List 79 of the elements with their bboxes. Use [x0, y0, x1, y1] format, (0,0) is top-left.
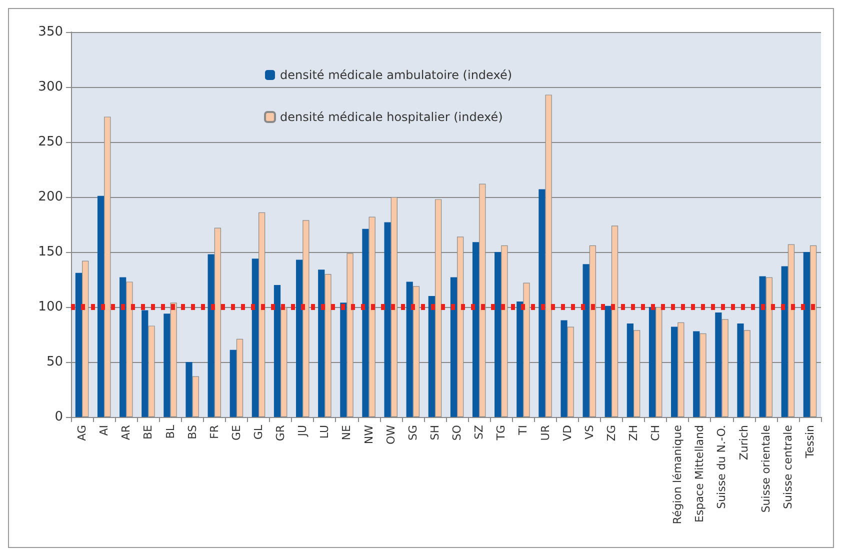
- x-tick-label: JU: [296, 425, 310, 438]
- bar: [75, 272, 82, 417]
- x-tick-label: AR: [120, 424, 133, 440]
- bar: [472, 242, 480, 417]
- bar: [715, 312, 722, 417]
- bar: [208, 254, 214, 417]
- x-tick-label: Espace Mittelland: [693, 425, 706, 522]
- bar: [626, 324, 634, 417]
- y-tick-label: 350: [38, 24, 63, 40]
- x-tick-label: UR: [538, 424, 552, 441]
- bar: [538, 189, 546, 417]
- bar: [97, 196, 104, 417]
- y-tick-label: 300: [38, 80, 63, 94]
- x-tick-label: ZG: [604, 425, 618, 442]
- bar: [693, 331, 700, 417]
- bar: [560, 320, 568, 417]
- bar: [142, 310, 148, 417]
- x-tick-label: Suisse orientale: [759, 424, 772, 513]
- bar: [340, 302, 347, 417]
- bar: [186, 362, 192, 417]
- bar: [494, 252, 502, 417]
- bar: [362, 228, 369, 417]
- bar: [274, 285, 281, 417]
- x-tick-label: TI: [516, 425, 530, 436]
- x-tick-label: AI: [98, 425, 111, 436]
- x-tick-label: SZ: [472, 424, 486, 440]
- y-tick-label: 250: [38, 134, 63, 150]
- bar: [781, 266, 788, 417]
- bar: [406, 282, 413, 417]
- bar: [671, 326, 678, 417]
- bar: [803, 252, 810, 417]
- x-tick-label: GE: [230, 424, 243, 440]
- x-tick-label: OW: [384, 424, 398, 445]
- y-tick-label: 0: [54, 410, 63, 424]
- x-tick-label: GL: [252, 424, 265, 440]
- bar: [450, 277, 458, 417]
- bar: [252, 258, 258, 417]
- bar: [604, 306, 612, 417]
- x-tick-label: NW: [362, 424, 376, 444]
- x-tick-label: BL: [164, 424, 177, 439]
- bar: [648, 307, 656, 417]
- legend-label: densité médicale hospitalier (indexé): [280, 110, 503, 124]
- x-tick-label: SO: [450, 424, 464, 441]
- x-tick-label: Zurich: [737, 424, 750, 460]
- x-tick-label: GR: [274, 424, 288, 442]
- bar: [318, 270, 325, 417]
- x-tick-label: Tessin: [803, 424, 816, 460]
- bar: [582, 264, 590, 417]
- x-tick-label: NE: [340, 424, 354, 440]
- bar: [230, 350, 236, 417]
- bar: [428, 296, 435, 417]
- x-tick-label: BS: [186, 424, 199, 440]
- bar: [384, 222, 391, 417]
- y-tick-label: 100: [38, 300, 63, 314]
- y-tick-label: 50: [46, 354, 63, 370]
- x-tick-label: TG: [494, 425, 508, 442]
- y-tick-label: 200: [38, 190, 63, 204]
- x-tick-label: CH: [649, 425, 662, 441]
- x-tick-label: AG: [76, 425, 89, 441]
- legend-label: densité médicale ambulatoire (indexé): [280, 68, 512, 82]
- x-tick-label: FR: [208, 424, 221, 439]
- bar: [120, 277, 126, 417]
- x-tick-label: SH: [428, 425, 442, 440]
- x-tick-label: SG: [406, 425, 420, 441]
- bar: [296, 260, 303, 417]
- bar: [759, 276, 766, 417]
- bar: [192, 376, 199, 417]
- y-tick-label: 150: [38, 244, 63, 260]
- bar: [164, 314, 170, 417]
- x-tick-label: Suisse du N.-O.: [715, 425, 728, 509]
- x-tick-label: BE: [142, 424, 155, 440]
- x-tick-label: ZH: [627, 425, 640, 441]
- x-tick-label: Région lémanique: [671, 424, 684, 524]
- x-tick-label: VS: [582, 424, 596, 440]
- bar: [737, 324, 744, 417]
- x-tick-label: LU: [318, 425, 332, 439]
- bar: [516, 302, 524, 417]
- x-tick-label: VD: [560, 425, 574, 441]
- x-tick-label: Suisse centrale: [781, 424, 794, 509]
